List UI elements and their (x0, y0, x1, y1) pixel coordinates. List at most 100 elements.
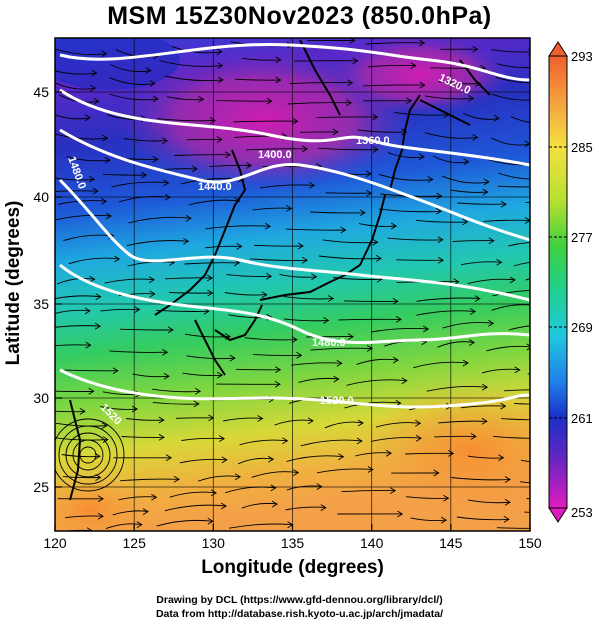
streamline (249, 258, 308, 262)
streamline-arrow (472, 134, 479, 141)
streamline (425, 95, 474, 100)
streamline (514, 403, 530, 405)
x-tick-label: 125 (123, 535, 147, 551)
streamline-arrow (488, 237, 495, 245)
streamline-arrow (216, 48, 223, 56)
streamline-arrow (79, 408, 86, 415)
streamline (204, 245, 242, 249)
streamline-arrow (291, 336, 298, 343)
streamline-arrow (88, 175, 96, 183)
streamline (394, 111, 449, 116)
streamline-arrow (229, 354, 236, 362)
streamline (68, 257, 120, 265)
streamline (370, 327, 429, 333)
streamline (283, 295, 334, 300)
streamline-arrow (316, 483, 323, 490)
streamline-arrow (345, 99, 353, 107)
streamline-arrow (275, 76, 282, 84)
streamline-arrow (207, 517, 214, 525)
streamline-arrow (392, 356, 399, 364)
streamline (375, 422, 421, 428)
x-tick-label: 140 (360, 535, 384, 551)
streamline-arrow (301, 145, 309, 153)
streamline (322, 239, 378, 244)
streamline-arrow (101, 422, 108, 429)
streamline-arrow (245, 162, 253, 169)
chart-title: MSM 15Z30Nov2023 (850.0hPa) (107, 2, 492, 30)
streamline-arrow (158, 416, 165, 424)
streamline-arrow (397, 510, 404, 518)
streamline (55, 70, 97, 75)
x-tick-label: 120 (43, 535, 67, 551)
streamline-arrow (468, 95, 475, 102)
streamline (286, 455, 344, 462)
streamline (55, 344, 91, 347)
colorbar-top-triangle (548, 41, 568, 57)
streamline (118, 195, 170, 203)
streamline-arrow (97, 512, 104, 520)
streamline (285, 506, 326, 511)
credit-dcl: Drawing by DCL (https://www.gfd-dennou.o… (156, 594, 443, 606)
streamline-arrow (208, 414, 215, 422)
streamline (253, 354, 302, 356)
streamline-arrow (392, 297, 399, 305)
streamline (416, 310, 476, 316)
streamline (344, 401, 401, 409)
streamline (102, 173, 147, 176)
streamline-arrow (224, 151, 232, 159)
streamline (279, 273, 317, 278)
streamline (233, 120, 298, 123)
streamline-arrow (183, 237, 190, 245)
streamline (415, 219, 468, 223)
streamline-arrow (336, 359, 343, 367)
streamline-arrow (542, 525, 547, 531)
streamline (55, 114, 91, 120)
colorbar-bottom-triangle (548, 507, 568, 523)
streamline-arrow (366, 345, 373, 352)
streamline (174, 154, 231, 156)
streamline (406, 496, 449, 499)
streamline-arrow (433, 469, 440, 477)
streamline-arrow (544, 435, 549, 441)
streamline (490, 137, 530, 146)
streamline (274, 419, 314, 426)
streamline (520, 481, 530, 484)
streamline (55, 325, 101, 328)
streamline (493, 435, 530, 439)
streamline (437, 341, 475, 348)
streamline (346, 379, 407, 386)
streamline (65, 515, 104, 519)
streamline-arrow (164, 193, 171, 201)
streamline (450, 189, 488, 193)
streamline (119, 328, 174, 331)
streamline (235, 78, 281, 81)
streamline-arrow (567, 272, 572, 278)
streamline-arrow (261, 291, 268, 299)
streamline (467, 455, 504, 459)
streamline (55, 390, 94, 392)
streamline-arrow (509, 276, 516, 284)
streamline-arrow (102, 134, 109, 142)
streamline-arrow (543, 175, 548, 181)
streamline (341, 489, 396, 493)
streamline (291, 362, 342, 366)
y-tick-label: 40 (33, 189, 49, 205)
streamline (286, 485, 322, 491)
streamline (317, 147, 378, 151)
streamline-swirl (55, 418, 125, 492)
streamline (457, 202, 507, 205)
streamline (451, 477, 511, 481)
streamline-arrow (440, 516, 448, 524)
streamline-arrow (372, 146, 379, 153)
streamline (55, 295, 101, 300)
streamline (164, 75, 223, 82)
streamline (64, 369, 118, 372)
streamline (310, 211, 366, 214)
streamline (405, 452, 454, 455)
streamline-arrow (217, 62, 224, 69)
streamline-arrow (401, 128, 408, 136)
streamline (285, 228, 346, 231)
streamline-arrow (145, 67, 152, 74)
streamline-arrow (462, 218, 469, 226)
streamline (109, 77, 155, 85)
